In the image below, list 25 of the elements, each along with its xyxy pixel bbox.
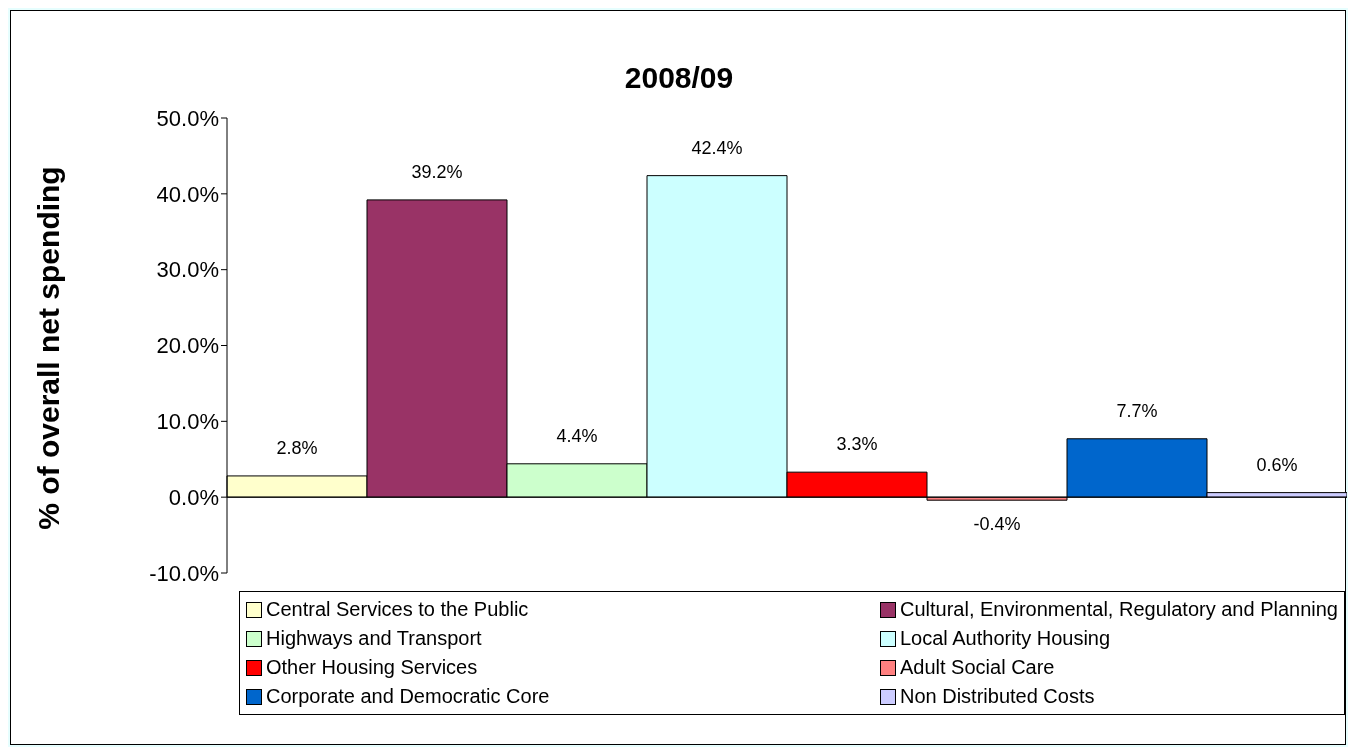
data-label: 0.6% [1256,454,1298,475]
legend-label: Cultural, Environmental, Regulatory and Planning [899,598,1338,621]
legend-label: Highways and Transport [266,627,482,650]
legend-label: Other Housing Services [266,656,478,679]
legend-label: Corporate and Democratic Core [266,685,550,708]
y-tick-label: 50.0% [156,105,219,131]
y-tick-label: 0.0% [168,484,219,510]
data-label: -0.4% [973,514,1021,535]
legend-label: Non Distributed Costs [899,685,1095,708]
data-label: 39.2% [411,161,463,182]
data-label: 2.8% [276,437,318,458]
data-label: 42.4% [691,137,743,158]
y-tick-label: 20.0% [156,333,219,359]
legend-label: Local Authority Housing [899,627,1111,650]
data-label: 3.3% [836,434,878,455]
legend-label: Adult Social Care [899,656,1055,679]
y-axis-title: % of overall net spending [32,166,66,530]
data-label: 7.7% [1116,400,1158,421]
y-tick-label: 40.0% [156,181,219,207]
y-tick-label: 30.0% [156,257,219,283]
y-tick-label: -10.0% [149,560,219,586]
data-label: 4.4% [556,425,598,446]
chart-title: 2008/09 [623,61,735,95]
y-tick-label: 10.0% [156,409,219,435]
legend-label: Central Services to the Public [266,598,529,621]
